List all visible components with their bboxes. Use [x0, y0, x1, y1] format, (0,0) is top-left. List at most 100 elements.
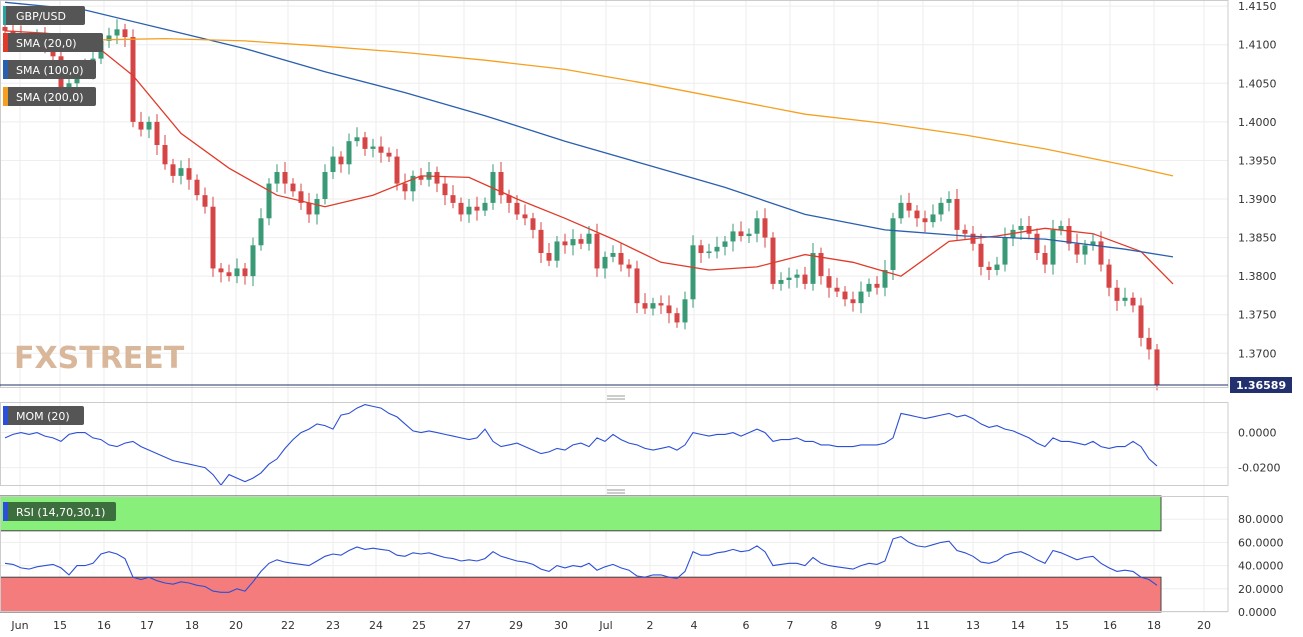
candle	[874, 276, 880, 295]
candle	[122, 23, 128, 48]
candle-body	[178, 168, 184, 176]
rsi-tick-label: 80.0000	[1238, 513, 1284, 526]
legend-sma100[interactable]: SMA (100,0)	[3, 60, 96, 79]
candle	[370, 138, 376, 158]
candle	[610, 245, 616, 263]
candle-body	[946, 199, 952, 203]
candle	[1122, 287, 1128, 307]
candle-body	[170, 164, 176, 176]
candle-body	[290, 183, 296, 192]
candle	[650, 297, 656, 316]
candle-body	[626, 264, 632, 269]
candle-body	[906, 202, 912, 211]
candle-body	[362, 137, 368, 149]
svg-text:MOM (20): MOM (20)	[16, 410, 70, 423]
candle-body	[1082, 245, 1088, 255]
legend-sma200[interactable]: SMA (200,0)	[3, 87, 96, 106]
candle-body	[1066, 226, 1072, 244]
candle	[130, 29, 136, 128]
x-tick-label: 14	[1011, 619, 1025, 632]
candle-body	[258, 218, 264, 246]
candle-body	[410, 175, 416, 192]
candle-body	[810, 253, 816, 284]
candle	[186, 158, 192, 190]
candle	[930, 204, 936, 228]
candle	[1130, 292, 1136, 313]
candle	[202, 187, 208, 214]
candle	[1146, 327, 1152, 360]
candle	[1098, 231, 1104, 272]
candle-body	[394, 156, 400, 184]
candle	[938, 197, 944, 222]
x-axis-ticks: Jun 15 16 17 18 20 22 23 24 25 27 29 30 Jul 2 4 6 7 8 9 11 13…	[10, 619, 1211, 632]
resize-handle-1[interactable]	[607, 395, 625, 400]
candle	[538, 222, 544, 264]
last-price-marker: 1.36589	[0, 376, 1292, 393]
candle	[866, 278, 872, 297]
candle	[490, 164, 496, 210]
candle-body	[498, 172, 504, 196]
candle	[274, 164, 280, 193]
candle-body	[794, 274, 800, 278]
x-tick-label: 25	[412, 619, 426, 632]
candle	[802, 266, 808, 290]
rsi-tick-label: 0.0000	[1238, 606, 1277, 619]
x-tick-label: 15	[1055, 619, 1069, 632]
candle	[418, 168, 424, 186]
x-tick-label: 27	[457, 619, 471, 632]
candle-body	[994, 264, 1000, 270]
candle-body	[522, 214, 528, 219]
rsi-tick-label: 40.0000	[1238, 560, 1284, 573]
candle	[258, 208, 264, 251]
candle-body	[546, 253, 552, 261]
candle-body	[1138, 305, 1144, 338]
y-axis-ticks: 1.4150 1.4100 1.4050 1.4000 1.3950 1.3900 1.38…	[1238, 0, 1284, 619]
legend-mom[interactable]: MOM (20)	[3, 406, 84, 425]
candle-body	[530, 218, 536, 230]
candle	[826, 268, 832, 298]
candle	[346, 133, 352, 175]
candle-body	[778, 280, 784, 284]
candle-body	[282, 172, 288, 184]
candle	[314, 193, 320, 225]
x-tick-label: 16	[1103, 619, 1117, 632]
candle	[1018, 218, 1024, 240]
price-tick-label: 1.3900	[1238, 193, 1277, 206]
price-tick-label: 1.3850	[1238, 232, 1277, 245]
rsi-zones	[0, 495, 1162, 613]
candle-body	[850, 299, 856, 304]
svg-text:SMA (200,0): SMA (200,0)	[16, 91, 84, 104]
x-tick-label: Jun	[10, 619, 28, 632]
candle	[906, 192, 912, 218]
candle	[818, 247, 824, 285]
candle	[810, 242, 816, 291]
candle	[762, 208, 768, 248]
candle-body	[690, 245, 696, 300]
candle	[890, 212, 896, 281]
candle	[458, 197, 464, 222]
candle	[1090, 233, 1096, 251]
candle-body	[554, 241, 560, 261]
candle-body	[402, 183, 408, 192]
candle	[834, 277, 840, 297]
candle-body	[1146, 337, 1152, 350]
legend-sma20[interactable]: SMA (20,0)	[3, 33, 103, 52]
candle	[338, 151, 344, 173]
candle	[1114, 280, 1120, 311]
candle-body	[834, 287, 840, 292]
candle-body	[442, 183, 448, 196]
candle-body	[826, 276, 832, 288]
candle	[402, 173, 408, 200]
price-tick-label: 1.3750	[1238, 309, 1277, 322]
candle-body	[786, 277, 792, 281]
candle-body	[354, 137, 360, 142]
candle-body	[986, 266, 992, 270]
panel-frame-3	[0, 496, 1229, 612]
candle	[298, 183, 304, 210]
x-tick-label: 20	[1197, 619, 1211, 632]
candle	[722, 236, 728, 256]
legend-rsi[interactable]: RSI (14,70,30,1)	[3, 502, 116, 521]
resize-handle-2[interactable]	[607, 489, 625, 494]
candle	[1058, 220, 1064, 236]
